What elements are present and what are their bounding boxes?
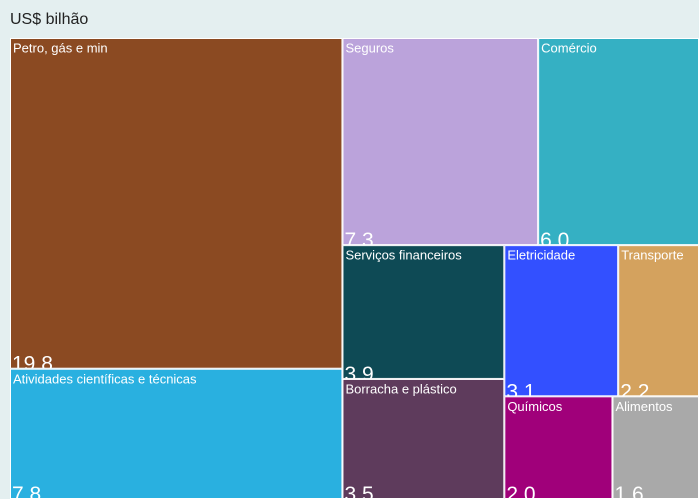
tile-rect (10, 38, 343, 369)
tile-label: Transporte (621, 248, 683, 263)
tile: Comércio 6,0 (538, 38, 699, 252)
tile-rect (342, 245, 505, 379)
tile-rect (10, 368, 343, 499)
tile: Borracha e plástico 3,5 (342, 378, 505, 499)
tile-value: 3,9 (344, 363, 373, 386)
tile: Serviços financeiros 3,9 (342, 245, 505, 386)
tile-value: 3,1 (506, 380, 535, 403)
tile-value: 7,8 (12, 483, 41, 499)
tile-value: 7,3 (344, 229, 373, 252)
tile: Alimentos 1,6 (612, 396, 699, 499)
tile: Químicos 2,0 (504, 396, 613, 499)
tile-label: Borracha e plástico (345, 382, 456, 397)
chart-title: US$ bilhão (10, 11, 88, 28)
tile-label: Seguros (345, 41, 394, 56)
tile-label: Petro, gás e min (13, 41, 108, 56)
tile-value: 19,8 (12, 353, 53, 376)
tile: Seguros 7,3 (342, 38, 539, 252)
tile-value: 6,0 (540, 229, 569, 252)
tile-label: Serviços financeiros (345, 248, 462, 263)
tile-label: Químicos (507, 399, 562, 414)
tile-value: 2,0 (506, 483, 535, 499)
tile: Atividades científicas e técnicas 7,8 (10, 368, 343, 499)
tile-rect (342, 38, 539, 246)
tile: Eletricidade 3,1 (504, 245, 619, 403)
tile-label: Atividades científicas e técnicas (13, 371, 197, 386)
tile-rect (612, 396, 699, 499)
tile-rect (618, 245, 699, 397)
tile-label: Comércio (541, 41, 597, 56)
tile: Petro, gás e min 19,8 (10, 38, 343, 376)
tile-value: 3,5 (344, 483, 373, 499)
tile-label: Eletricidade (507, 248, 575, 263)
tile-rect (504, 245, 619, 397)
tile-rect (342, 378, 505, 499)
tile-rect (538, 38, 699, 246)
tile: Transporte 2,2 (618, 245, 699, 403)
tile-value: 2,2 (620, 380, 649, 403)
tile-label: Alimentos (615, 399, 673, 414)
tile-rect (504, 396, 613, 499)
tile-value: 1,6 (614, 483, 643, 499)
